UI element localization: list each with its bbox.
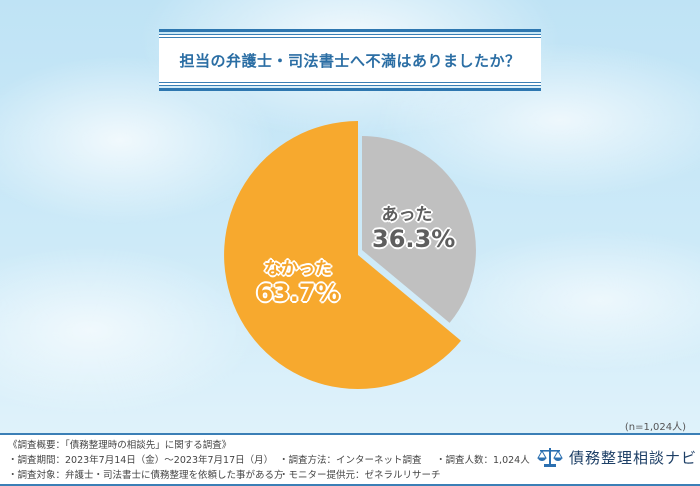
slice-no-name: なかった — [264, 259, 332, 279]
survey-method: ・調査方法：インターネット調査 — [279, 455, 422, 466]
slice-yes-name: あった — [381, 205, 433, 225]
slice-no-value: 63.7% — [256, 279, 340, 307]
title-border-top — [159, 29, 541, 32]
slice-label-yes: あった 36.3% — [372, 200, 456, 253]
slice-yes-value: 36.3% — [372, 225, 456, 253]
title-border-bottom — [159, 88, 541, 91]
pie-slice-no — [224, 121, 461, 389]
survey-period: ・調査期間：2023年7月14日（金）～2023年7月17日（月） — [8, 455, 274, 466]
survey-target: ・調査対象：弁護士・司法書士に債務整理を依頼した事がある方 — [8, 470, 284, 481]
sample-size-note: (n=1,024人) — [624, 422, 686, 433]
slice-label-no: なかった 63.7% — [248, 254, 348, 307]
brand-name: 債務整理相談ナビ — [569, 448, 698, 467]
survey-provider: ・モニター提供元：ゼネラルリサーチ — [279, 470, 441, 481]
chart-title: 担当の弁護士・司法書士へ不満はありましたか？ — [179, 51, 521, 70]
brand-logo: 債務整理相談ナビ — [537, 446, 697, 468]
scales-icon — [537, 448, 563, 467]
survey-count: ・調査人数：1,024人 — [436, 455, 530, 466]
chart-title-banner: 担当の弁護士・司法書士へ不満はありましたか？ — [159, 29, 541, 91]
survey-footer: 《調査概要：「債務整理時の相談先」に関する調査》 ・調査期間：2023年7月14… — [0, 433, 700, 486]
survey-heading: 《調査概要：「債務整理時の相談先」に関する調査》 — [8, 440, 232, 451]
pie-slice-yes — [362, 136, 476, 323]
